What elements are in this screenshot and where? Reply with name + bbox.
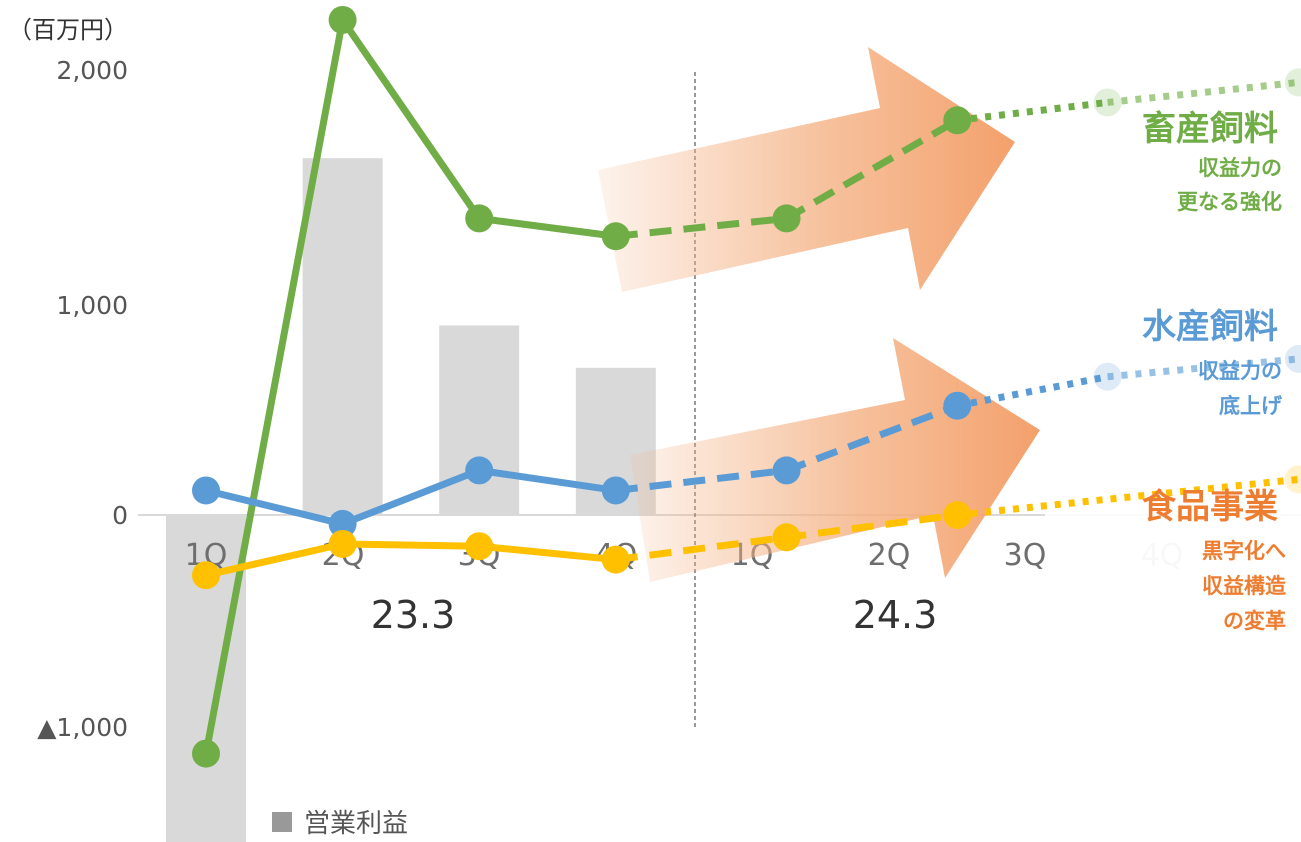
period-label: 23.3 (371, 593, 456, 637)
growth-arrow-lower (630, 338, 1040, 582)
x-tick-label: 2Q (868, 538, 911, 573)
segment-subtitle: 収益構造 (1202, 574, 1287, 598)
forecast-dotted-line (956, 98, 1108, 124)
forecast-faded-point (1284, 68, 1301, 97)
data-point (601, 476, 630, 505)
data-point (465, 532, 494, 561)
segment-subtitle: 更なる強化 (1177, 190, 1282, 214)
bar-operating-profit (302, 158, 383, 515)
forecast-point (943, 501, 972, 529)
forecast-point (772, 456, 801, 485)
forecast-point (943, 391, 972, 420)
data-point (465, 204, 494, 233)
data-point (328, 509, 357, 538)
growth-arrow-upper (598, 47, 1015, 292)
y-tick-label: 2,000 (56, 56, 128, 85)
growth-arrows (598, 47, 1040, 582)
forecast-dotted-line (956, 373, 1109, 410)
y-axis-labels: （百万円） 2,000 1,000 0 ▲1,000 (8, 16, 128, 742)
data-point (192, 739, 220, 768)
actual-line (205, 540, 617, 579)
data-point (192, 561, 220, 590)
data-point (601, 545, 630, 574)
segment-title: 水産飼料 (1142, 307, 1278, 347)
forecast-point (772, 523, 801, 552)
forecast-dotted-line (1107, 78, 1300, 106)
period-label: 24.3 (853, 593, 938, 637)
forecast-point (943, 106, 972, 135)
forecast-dotted-line (956, 475, 1300, 519)
data-point (192, 476, 220, 505)
legend-label: 営業利益 (304, 809, 408, 839)
legend: 営業利益 (272, 809, 408, 839)
forecast-faded-point (1284, 465, 1301, 494)
forecast-faded-point (1093, 88, 1122, 117)
segment-subtitle: 収益力の (1198, 156, 1282, 180)
forecast-faded-point (1093, 362, 1122, 391)
annotation-panel (1045, 335, 1301, 643)
segment-subtitle: 底上げ (1219, 394, 1283, 418)
segment-title: 畜産飼料 (1142, 109, 1278, 149)
data-point (328, 529, 357, 558)
forecast-dotted-line (1107, 355, 1300, 381)
y-tick-label: ▲1,000 (37, 713, 128, 742)
bar-operating-profit (439, 325, 520, 515)
segment-title: 食品事業 (1142, 487, 1278, 527)
x-tick-label: 3Q (1004, 538, 1047, 573)
data-point (465, 456, 494, 485)
unit-label: （百万円） (8, 16, 128, 44)
segment-subtitle: 収益力の (1198, 359, 1282, 383)
data-point (601, 222, 630, 251)
forecast-point (772, 204, 801, 233)
legend-swatch (272, 812, 292, 832)
segment-subtitle: 黒字化へ (1202, 539, 1286, 563)
y-tick-label: 0 (112, 501, 128, 530)
actual-line (202, 16, 617, 755)
forecast-faded-point (1284, 344, 1301, 373)
actual-line (205, 466, 617, 528)
series-lines (192, 5, 1301, 768)
data-point (328, 5, 357, 34)
segment-subtitle: の変革 (1223, 609, 1286, 633)
y-tick-label: 1,000 (56, 291, 128, 320)
segment-annotations: 畜産飼料 収益力の 更なる強化 水産飼料 収益力の 底上げ 食品事業 黒字化へ … (1142, 109, 1287, 633)
